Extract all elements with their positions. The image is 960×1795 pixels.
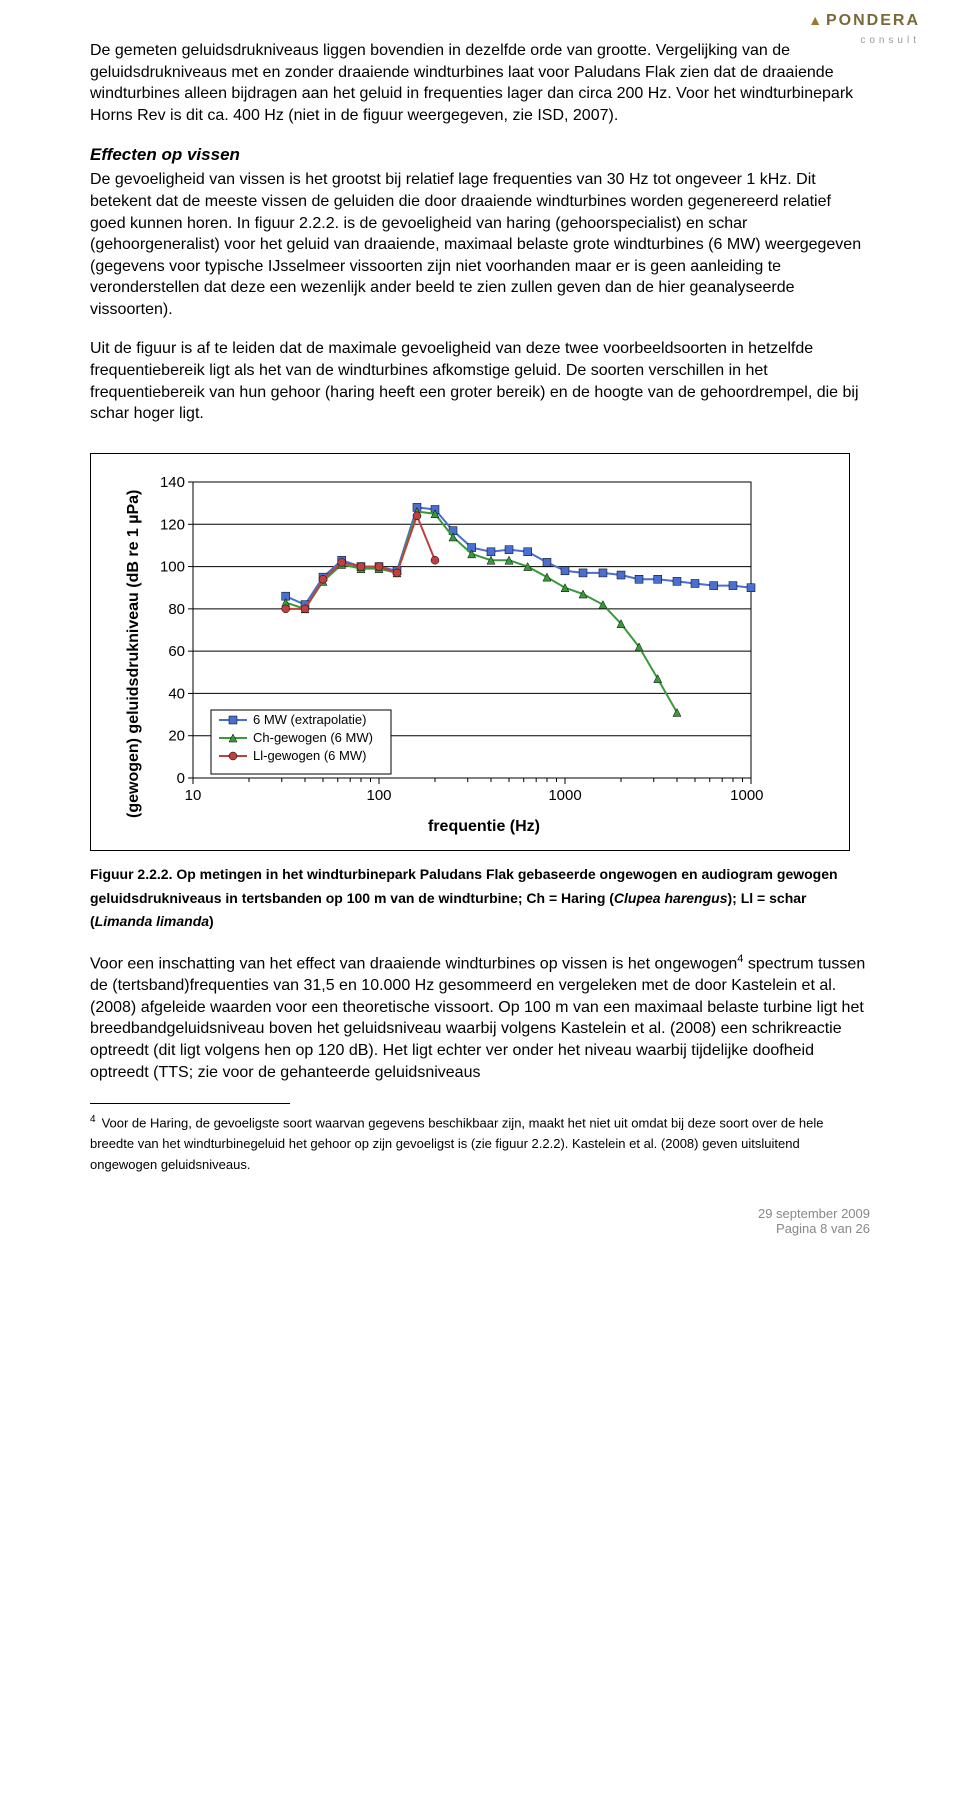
logo: ▲ PONDERA consult [808, 12, 920, 46]
chart-plot: 0 20 40 60 80 100 120 140 10 100 1000 10000 6 MW (ex… [143, 472, 763, 812]
figure-caption: Figuur 2.2.2. Op metingen in het windtur… [90, 863, 870, 934]
footnote-separator [90, 1103, 290, 1104]
paragraph-3: Uit de figuur is af te leiden dat de max… [90, 338, 870, 424]
svg-text:10000: 10000 [730, 787, 763, 804]
logo-sub: consult [860, 35, 920, 46]
svg-text:140: 140 [160, 474, 185, 491]
chart-xlabel: frequentie (Hz) [143, 818, 825, 836]
chart-ylabel: (gewogen) geluidsdrukniveau (dB re 1 µPa… [115, 472, 143, 836]
svg-text:100: 100 [160, 558, 185, 575]
paragraph-2: De gevoeligheid van vissen is het groots… [90, 169, 870, 320]
svg-text:0: 0 [177, 770, 185, 787]
svg-text:6 MW (extrapolatie): 6 MW (extrapolatie) [253, 712, 366, 727]
svg-text:Ch-gewogen (6 MW): Ch-gewogen (6 MW) [253, 730, 373, 745]
svg-text:80: 80 [168, 601, 185, 618]
svg-text:10: 10 [185, 787, 202, 804]
svg-text:60: 60 [168, 643, 185, 660]
svg-text:40: 40 [168, 685, 185, 702]
page-footer: 29 september 2009 Pagina 8 van 26 [90, 1206, 870, 1236]
svg-text:100: 100 [366, 787, 391, 804]
svg-text:20: 20 [168, 728, 185, 745]
paragraph-1: De gemeten geluidsdrukniveaus liggen bov… [90, 40, 870, 126]
footnote: 4Voor de Haring, de gevoeligste soort wa… [90, 1112, 870, 1176]
chart-container: (gewogen) geluidsdrukniveau (dB re 1 µPa… [90, 453, 850, 851]
svg-text:120: 120 [160, 516, 185, 533]
footer-date: 29 september 2009 [758, 1206, 870, 1221]
footer-page: Pagina 8 van 26 [776, 1221, 870, 1236]
paragraph-4: Voor een inschatting van het effect van … [90, 952, 870, 1083]
svg-text:Ll-gewogen (6 MW): Ll-gewogen (6 MW) [253, 748, 366, 763]
svg-text:1000: 1000 [548, 787, 581, 804]
subheading-effects: Effecten op vissen [90, 144, 870, 167]
logo-brand: PONDERA [826, 12, 920, 29]
